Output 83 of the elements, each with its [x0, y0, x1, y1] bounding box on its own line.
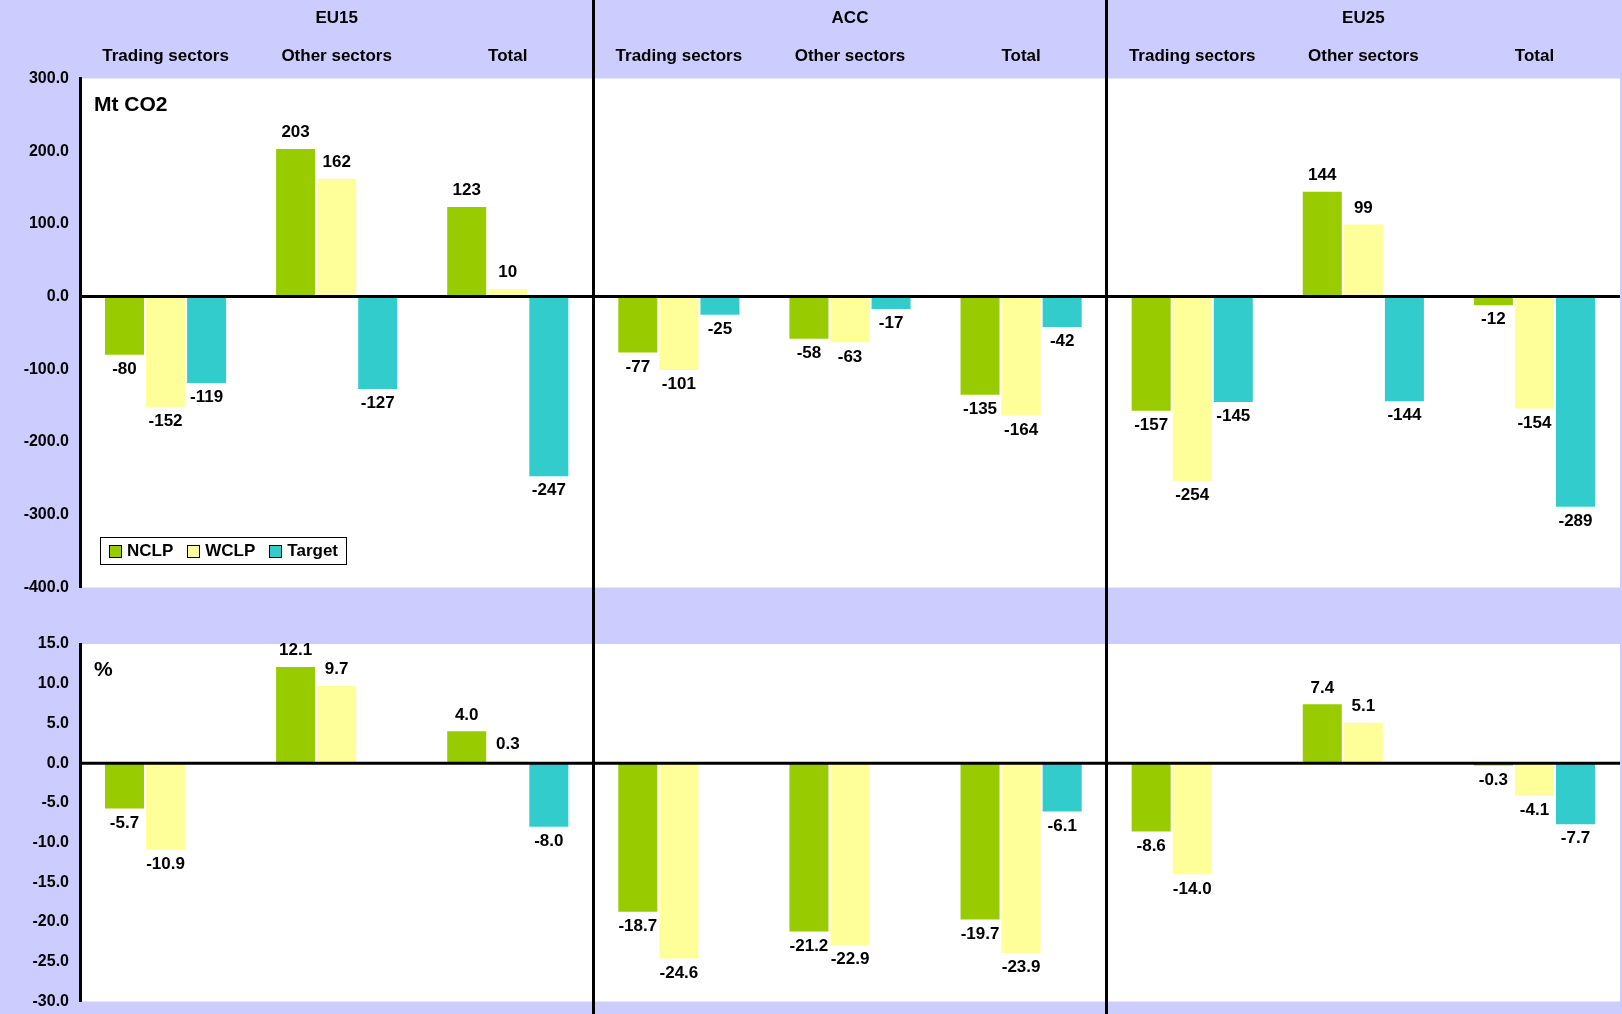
- data-label: -22.9: [830, 949, 870, 969]
- data-label: -12: [1481, 309, 1506, 329]
- y-tick-label: -100.0: [23, 359, 70, 377]
- data-label: -4.1: [1519, 799, 1550, 819]
- data-label: -63: [837, 346, 863, 366]
- data-label: -17: [878, 313, 904, 333]
- y-tick-label: 10.0: [37, 674, 70, 692]
- data-label: -101: [661, 374, 696, 394]
- x-tick-label: Trading sectors: [1128, 45, 1256, 65]
- data-label: -24.6: [659, 962, 699, 982]
- data-label: -152: [148, 411, 183, 431]
- data-label: -5.7: [109, 812, 140, 832]
- x-tick-label: Total: [1001, 45, 1041, 65]
- data-label: 162: [322, 151, 351, 171]
- data-label: -247: [531, 480, 566, 500]
- legend-label: Target: [286, 541, 339, 562]
- data-label: -8.0: [534, 830, 564, 850]
- y-tick-label: -300.0: [23, 505, 70, 523]
- y-tick-label: -25.0: [32, 952, 70, 970]
- legend-label: NCLP: [126, 541, 174, 562]
- y-tick-label: 0.0: [46, 753, 70, 771]
- data-label: -145: [1216, 406, 1251, 426]
- data-label: -80: [112, 358, 137, 378]
- x-tick-label: Other sectors: [1308, 45, 1419, 65]
- y-axis-title: %: [94, 657, 113, 681]
- data-label: -23.9: [1001, 957, 1041, 977]
- data-label: -14.0: [1172, 878, 1212, 898]
- data-label: -157: [1134, 414, 1169, 434]
- data-label: -7.7: [1560, 828, 1591, 848]
- data-label: 123: [452, 180, 481, 200]
- data-label: -164: [1004, 419, 1039, 439]
- data-label: 0.3: [495, 733, 520, 753]
- data-label: -119: [190, 387, 224, 407]
- x-tick-label: Trading sectors: [102, 45, 229, 65]
- data-label: -18.7: [618, 915, 658, 935]
- data-label: -8.6: [1136, 835, 1166, 855]
- data-label: 10: [498, 262, 518, 282]
- data-label: -25: [707, 318, 733, 338]
- data-label: 4.0: [454, 704, 479, 724]
- data-label: -154: [1517, 412, 1552, 432]
- y-axis-title: Mt CO2: [94, 91, 168, 115]
- x-tick-label: Total: [488, 45, 528, 65]
- y-tick-label: -200.0: [23, 432, 70, 450]
- data-label: 12.1: [279, 640, 313, 660]
- data-label: 144: [1308, 165, 1337, 185]
- data-label: -77: [625, 356, 651, 376]
- x-tick-label: Trading sectors: [615, 45, 743, 65]
- data-label: -144: [1387, 405, 1422, 425]
- y-tick-label: 5.0: [46, 713, 70, 731]
- legend-label: WCLP: [204, 541, 256, 562]
- data-label: 5.1: [1351, 695, 1376, 715]
- data-label: -19.7: [960, 923, 1000, 943]
- y-tick-label: 15.0: [37, 634, 70, 652]
- y-tick-label: -15.0: [32, 872, 70, 890]
- x-tick-label: Total: [1514, 45, 1555, 65]
- data-label: 99: [1353, 197, 1373, 217]
- x-tick-label: Other sectors: [281, 45, 392, 65]
- y-tick-label: 100.0: [28, 214, 70, 232]
- x-tick-label: Other sectors: [794, 45, 906, 65]
- text: EU25: [1342, 7, 1385, 27]
- data-label: -0.3: [1478, 769, 1509, 789]
- data-label: -10.9: [146, 853, 185, 873]
- data-label: -58: [796, 342, 822, 362]
- y-tick-label: -5.0: [41, 793, 70, 811]
- text: ACC: [831, 7, 869, 27]
- data-label: -6.1: [1047, 815, 1077, 835]
- data-label: 7.4: [1310, 677, 1335, 697]
- data-label: -289: [1558, 510, 1593, 530]
- y-tick-label: 200.0: [28, 141, 70, 159]
- text: EU15: [315, 7, 358, 27]
- data-label: -21.2: [789, 935, 829, 955]
- data-label: -135: [963, 398, 998, 418]
- data-label: -42: [1049, 331, 1075, 351]
- data-label: 203: [281, 122, 310, 142]
- data-label: -127: [360, 393, 395, 413]
- data-label: -254: [1175, 485, 1210, 505]
- y-tick-label: 300.0: [28, 68, 70, 86]
- y-tick-label: -20.0: [32, 912, 70, 930]
- y-tick-label: -30.0: [32, 991, 70, 1009]
- data-label: 9.7: [324, 659, 349, 679]
- y-tick-label: 0.0: [46, 286, 70, 304]
- y-tick-label: -10.0: [32, 832, 70, 850]
- y-tick-label: -400.0: [23, 577, 70, 595]
